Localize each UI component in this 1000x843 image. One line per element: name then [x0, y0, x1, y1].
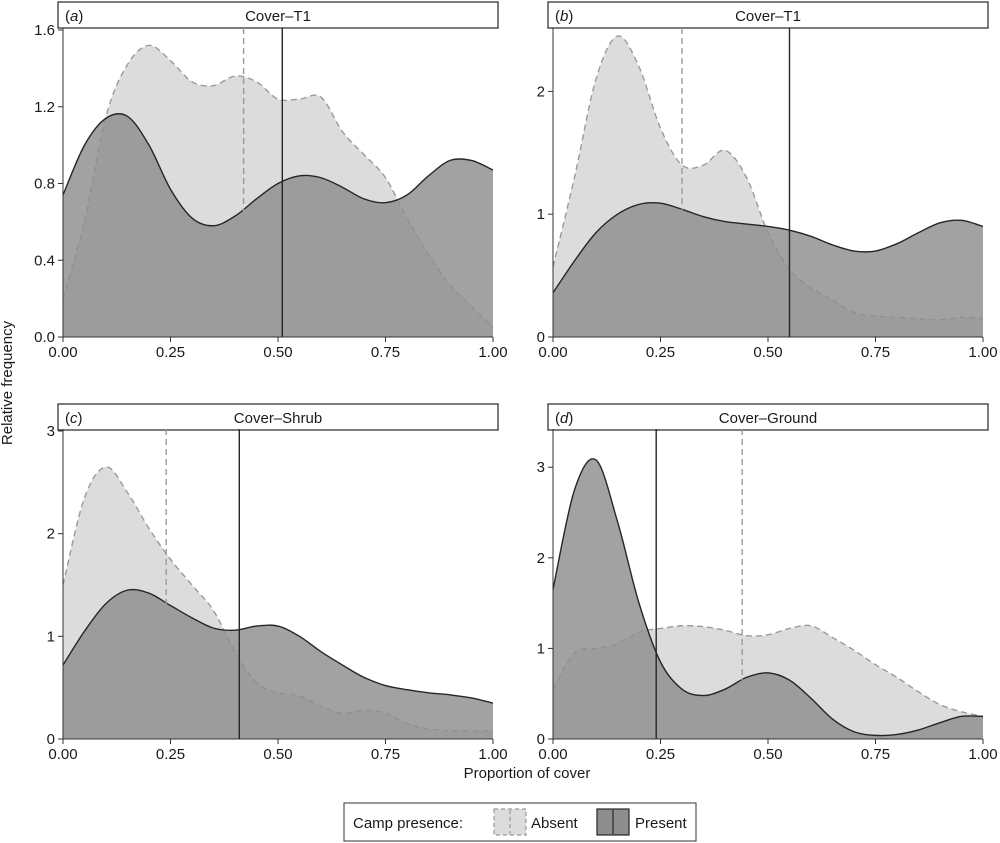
x-tick-label: 0.25 — [156, 344, 185, 361]
panel-strip-a: (a) Cover–T1 — [57, 1, 499, 29]
plot-area — [63, 28, 493, 337]
density-line-present — [553, 458, 983, 737]
density-line-absent — [553, 35, 983, 321]
x-tick-label: 0.00 — [48, 746, 77, 763]
strip-label: Cover–T1 — [735, 8, 801, 25]
y-tick-label: 0 — [537, 329, 545, 346]
x-tick-label: 0.75 — [861, 344, 890, 361]
x-tick-label: 0.25 — [646, 344, 675, 361]
y-tick-label: 3 — [47, 423, 55, 440]
y-tick-label: 3 — [537, 459, 545, 476]
density-area-present — [63, 589, 493, 739]
strip-box — [57, 403, 499, 431]
legend-key-absent — [493, 808, 527, 836]
strip-label: Cover–T1 — [245, 8, 311, 25]
x-tick-label: 0.00 — [48, 344, 77, 361]
x-tick-label: 0.50 — [753, 344, 782, 361]
strip-label: Cover–Ground — [719, 410, 817, 427]
x-tick-label: 0.75 — [371, 746, 400, 763]
y-tick-label: 1 — [537, 206, 545, 223]
panel-d: (d) Cover–Ground 0.00 0.25 0.50 0.75 1.00 0 1 2 3 — [537, 403, 998, 763]
density-line-present — [63, 588, 493, 704]
panel-b: (b) Cover–T1 0.00 0.25 0.50 0.75 1.00 0 1 2 — [537, 1, 998, 361]
x-axis-title: Proportion of cover — [464, 765, 591, 782]
panel-strip-c: (c) Cover–Shrub — [57, 403, 499, 431]
y-tick-label: 0 — [537, 731, 545, 748]
legend-label-present: Present — [635, 815, 688, 832]
y-tick-label: 1.2 — [34, 99, 55, 116]
x-tick-label: 0.50 — [753, 746, 782, 763]
y-tick-label: 0.0 — [34, 329, 55, 346]
density-line-present — [553, 201, 983, 294]
x-tick-label: 0.75 — [371, 344, 400, 361]
panels: (a) Cover–T1 0.00 0.25 0.50 0.75 1.00 0.0 0.4 0.8… — [34, 1, 998, 763]
panel-tag: (d) — [555, 410, 573, 427]
legend: Camp presence: Absent Present — [343, 802, 697, 842]
legend-key-present — [596, 808, 630, 836]
panel-strip-b: (b) Cover–T1 — [547, 1, 989, 29]
density-area-present — [553, 202, 983, 337]
y-tick-label: 2 — [47, 526, 55, 543]
strip-box — [547, 1, 989, 29]
density-line-absent — [63, 44, 493, 328]
x-tick-label: 1.00 — [478, 344, 507, 361]
y-tick-label: 2 — [537, 83, 545, 100]
x-tick-label: 0.00 — [538, 344, 567, 361]
density-area-present — [553, 458, 983, 739]
x-tick-label: 1.00 — [968, 344, 997, 361]
strip-label: Cover–Shrub — [234, 410, 322, 427]
strip-box — [547, 403, 989, 431]
y-tick-label: 1 — [47, 628, 55, 645]
y-tick-label: 0.4 — [34, 252, 55, 269]
y-tick-label: 1.6 — [34, 22, 55, 39]
panel-c: (c) Cover–Shrub 0.00 0.25 0.50 0.75 1.00 0 1 2 3 — [47, 403, 508, 763]
x-tick-label: 0.25 — [156, 746, 185, 763]
x-tick-label: 1.00 — [478, 746, 507, 763]
panel-a: (a) Cover–T1 0.00 0.25 0.50 0.75 1.00 0.0 0.4 0.8… — [34, 1, 508, 361]
y-tick-label: 1 — [537, 640, 545, 657]
y-axis-title: Relative frequency — [0, 320, 16, 445]
y-tick-label: 0.8 — [34, 176, 55, 193]
legend-title: Camp presence: — [353, 815, 463, 832]
x-tick-label: 0.75 — [861, 746, 890, 763]
x-tick-label: 0.00 — [538, 746, 567, 763]
y-tick-label: 2 — [537, 550, 545, 567]
panel-tag: (b) — [555, 8, 573, 25]
x-tick-label: 0.50 — [263, 344, 292, 361]
panel-strip-d: (d) Cover–Ground — [547, 403, 989, 431]
x-tick-label: 0.25 — [646, 746, 675, 763]
plot-area — [63, 429, 493, 739]
legend-label-absent: Absent — [531, 815, 579, 832]
plot-area — [553, 28, 983, 337]
strip-box — [57, 1, 499, 29]
x-tick-label: 1.00 — [968, 746, 997, 763]
panel-tag: (c) — [65, 410, 83, 427]
plot-area — [553, 429, 983, 739]
y-tick-label: 0 — [47, 731, 55, 748]
density-area-present — [63, 113, 493, 337]
density-line-present — [63, 113, 493, 227]
x-tick-label: 0.50 — [263, 746, 292, 763]
panel-tag: (a) — [65, 8, 83, 25]
